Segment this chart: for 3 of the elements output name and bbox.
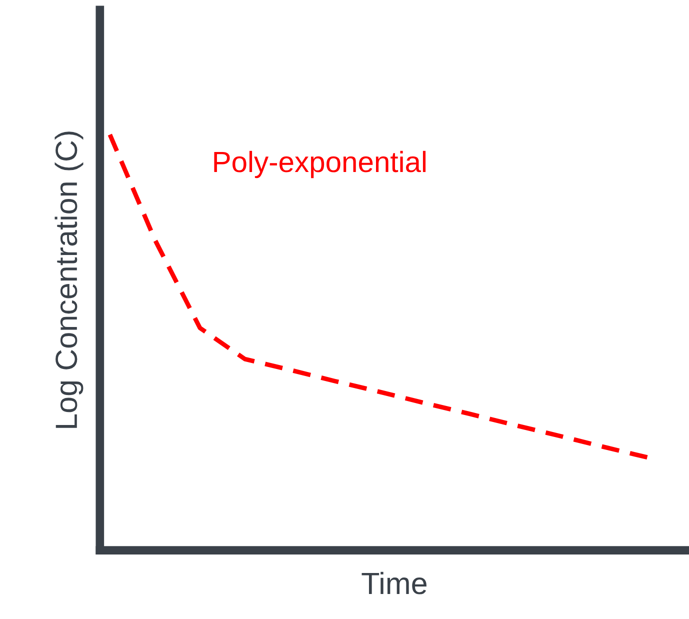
x-axis-title: Time: [362, 572, 426, 594]
annotation: Poly-exponential: [214, 150, 426, 178]
y-axis-title: Log Concentration (C): [54, 132, 84, 428]
